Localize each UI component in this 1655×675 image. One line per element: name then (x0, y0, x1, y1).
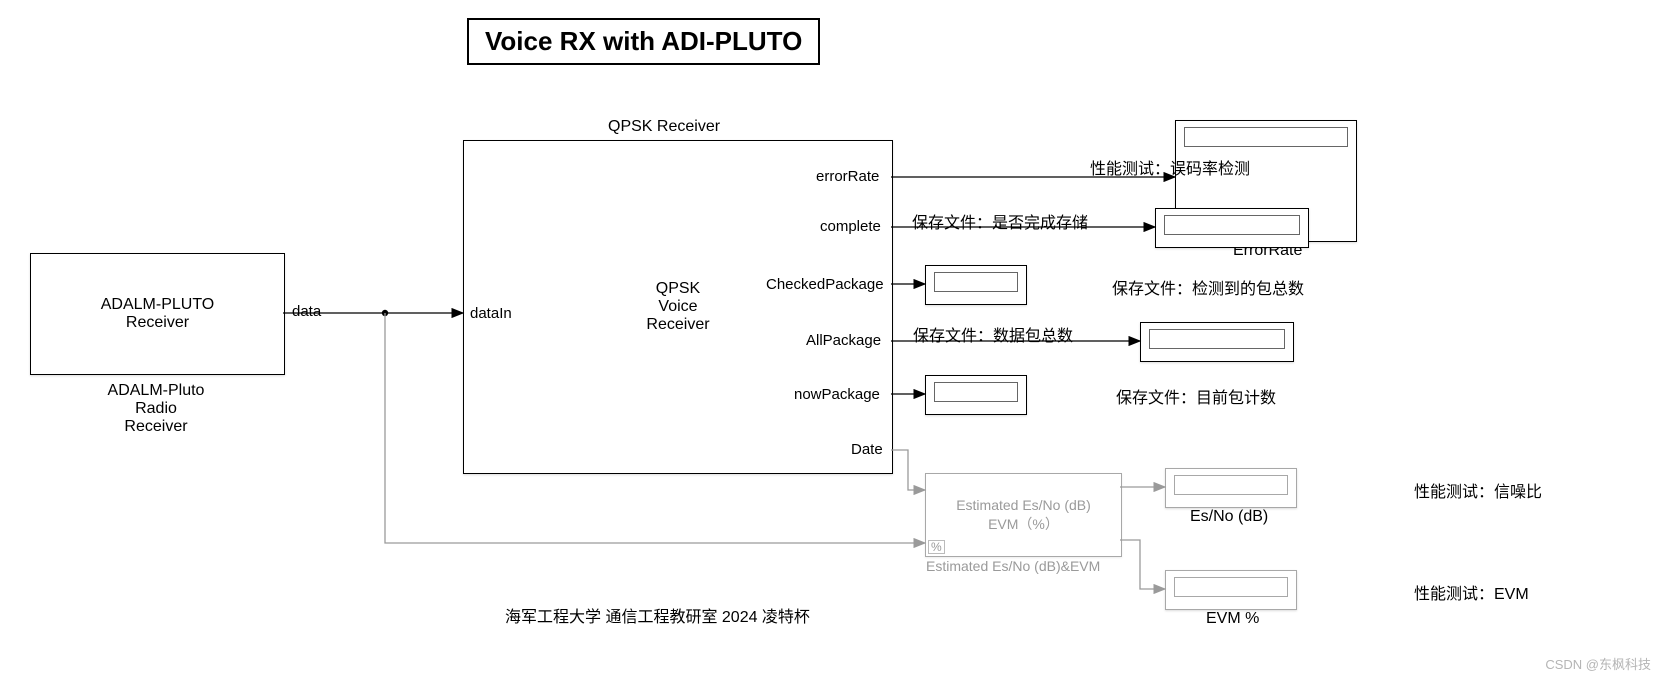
qpsk-in-port: dataIn (470, 305, 512, 322)
qpsk-out-complete: complete (820, 218, 881, 235)
anno-checked: 保存文件：检测到的包总数 (1112, 275, 1304, 299)
display-esno[interactable] (1165, 468, 1297, 508)
display-evm[interactable] (1165, 570, 1297, 610)
display-nowpkg[interactable] (925, 375, 1027, 415)
display-allpkg[interactable] (1140, 322, 1294, 362)
display-complete[interactable] (1155, 208, 1309, 248)
pluto-label: ADALM-Pluto Radio Receiver (86, 382, 226, 436)
pluto-out-port: data (292, 303, 321, 320)
qpsk-out-errorRate: errorRate (816, 168, 879, 185)
watermark: CSDN @东枫科技 (1545, 654, 1651, 673)
footer: 海军工程大学 通信工程教研室 2024 凌特杯 (505, 603, 810, 627)
qpsk-header: QPSK Receiver (608, 118, 720, 136)
evm-text: Estimated Es/No (dB) EVM（%） (926, 496, 1121, 534)
anno-error: 性能测试：误码率检测 (1090, 155, 1250, 179)
pluto-block[interactable]: ADALM-PLUTO Receiver (30, 253, 285, 375)
qpsk-out-date: Date (851, 441, 883, 458)
display-checked[interactable] (925, 265, 1027, 305)
pct-icon: % (928, 540, 945, 554)
qpsk-out-nowpkg: nowPackage (794, 386, 880, 403)
qpsk-out-allpkg: AllPackage (806, 332, 881, 349)
anno-esno: 性能测试：信噪比 (1414, 478, 1542, 502)
anno-complete: 保存文件：是否完成存储 (912, 209, 1088, 233)
diagram-title: Voice RX with ADI-PLUTO (467, 18, 820, 65)
display-esno-label: Es/No (dB) (1190, 508, 1268, 526)
pluto-text: ADALM-PLUTO Receiver (31, 296, 284, 332)
anno-evm: 性能测试：EVM (1414, 580, 1529, 604)
anno-allpkg: 保存文件：数据包总数 (913, 322, 1073, 346)
qpsk-block[interactable]: QPSK Voice Receiver (463, 140, 893, 474)
display-evm-label: EVM % (1206, 610, 1259, 628)
evm-label: Estimated Es/No (dB)&EVM (926, 558, 1100, 574)
evm-block[interactable]: Estimated Es/No (dB) EVM（%） % (925, 473, 1122, 557)
qpsk-out-checked: CheckedPackage (766, 276, 884, 293)
anno-nowpkg: 保存文件：目前包计数 (1116, 384, 1276, 408)
